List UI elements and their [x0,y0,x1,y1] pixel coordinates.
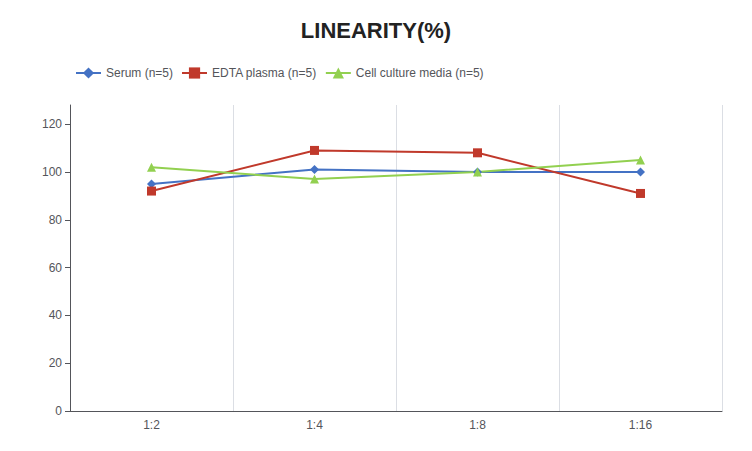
svg-text:40: 40 [49,308,63,322]
svg-text:EDTA plasma (n=5): EDTA plasma (n=5) [212,66,316,80]
svg-text:1:8: 1:8 [469,418,486,432]
svg-text:100: 100 [42,165,62,179]
svg-text:Cell culture media (n=5): Cell culture media (n=5) [356,66,484,80]
svg-text:Serum (n=5): Serum (n=5) [106,66,173,80]
svg-text:60: 60 [49,261,63,275]
svg-text:120: 120 [42,117,62,131]
svg-text:1:16: 1:16 [629,418,653,432]
svg-text:80: 80 [49,213,63,227]
svg-text:0: 0 [55,404,62,418]
svg-text:1:2: 1:2 [143,418,160,432]
svg-text:1:4: 1:4 [306,418,323,432]
svg-text:LINEARITY(%): LINEARITY(%) [301,18,451,43]
svg-text:20: 20 [49,356,63,370]
